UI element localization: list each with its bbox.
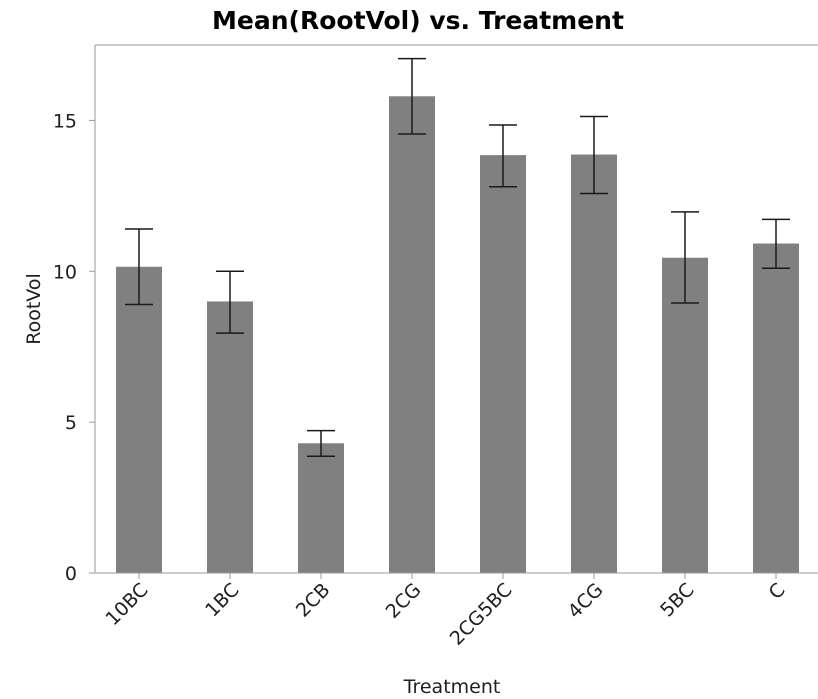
- x-tick-label: 2CB: [292, 579, 335, 622]
- axes-group: [94, 44, 818, 574]
- error-bar-group: [125, 57, 790, 457]
- bar: [298, 443, 344, 573]
- x-tick-label: 5BC: [656, 579, 698, 621]
- y-tick-label: 10: [53, 261, 77, 283]
- y-axis-label: RootVol: [23, 273, 45, 344]
- y-tick-group: 0 5 10 15: [53, 110, 95, 585]
- x-tick-label: 10BC: [102, 579, 153, 630]
- bar: [662, 257, 708, 573]
- bar-group: [116, 96, 799, 574]
- y-tick-label: 15: [53, 110, 77, 132]
- y-tick-label: 0: [65, 563, 77, 585]
- bar: [116, 266, 162, 573]
- x-tick-label: 1BC: [201, 579, 243, 621]
- bar: [389, 96, 435, 573]
- x-tick-group: 10BC 1BC 2CB 2CG 2CG5BC 4CG 5BC C: [102, 573, 790, 650]
- chart-title: Mean(RootVol) vs. Treatment: [212, 6, 624, 35]
- bar: [480, 155, 526, 573]
- x-tick-label: 4CG: [564, 579, 608, 623]
- bar: [571, 154, 617, 574]
- y-tick-label: 5: [65, 412, 77, 434]
- bar: [207, 301, 253, 573]
- x-tick-label: C: [765, 579, 790, 604]
- bar: [753, 243, 799, 573]
- x-axis-label: Treatment: [403, 676, 501, 698]
- x-tick-label: 2CG: [382, 579, 426, 623]
- x-tick-label: 2CG5BC: [446, 579, 517, 650]
